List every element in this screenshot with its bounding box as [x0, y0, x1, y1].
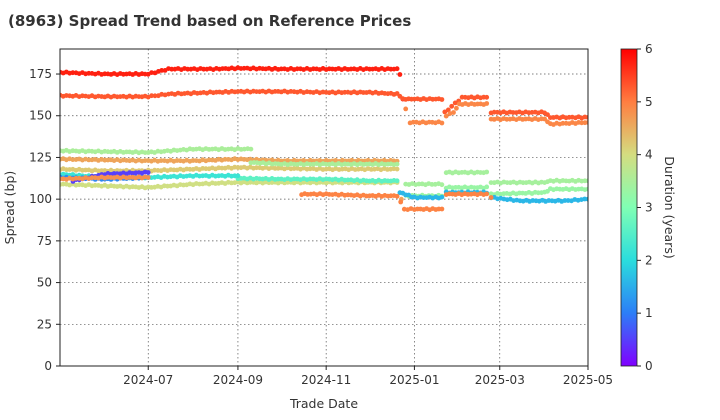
data-point [585, 178, 588, 184]
data-point [439, 120, 445, 126]
x-tick-label: 2024-07 [123, 373, 173, 387]
series-6 [60, 146, 254, 156]
data-point [145, 170, 151, 175]
x-tick-label: 2025-03 [475, 373, 525, 387]
data-point [562, 198, 568, 203]
y-axis-label: Spread (bp) [2, 171, 17, 245]
y-tick-label: 75 [37, 234, 52, 248]
colorbar-tick-label: 0 [645, 359, 653, 373]
data-point [394, 193, 400, 199]
y-tick-label: 25 [37, 317, 52, 331]
data-point [145, 175, 151, 180]
x-tick-label: 2025-01 [389, 373, 439, 387]
y-tick-label: 150 [29, 109, 52, 123]
data-point [301, 179, 307, 185]
data-point [394, 178, 400, 184]
data-point [442, 109, 448, 115]
plot-frame [59, 48, 589, 367]
data-point [152, 93, 158, 99]
data-point [149, 93, 155, 99]
data-point [585, 120, 588, 125]
x-axis-ticks: 2024-07 2024-09 2024-11 2025-01 2025-03 2025-… [123, 366, 613, 387]
data-point [545, 112, 550, 117]
data-points [60, 65, 588, 213]
data-point [585, 196, 588, 202]
x-axis-label: Trade Date [289, 396, 358, 411]
x-tick-label: 2024-09 [213, 373, 263, 387]
series-2 [403, 101, 588, 127]
data-point [394, 166, 400, 172]
y-tick-label: 125 [29, 150, 52, 164]
data-point [585, 115, 588, 120]
data-point [449, 103, 455, 109]
series-16 [299, 191, 494, 213]
series-12 [397, 189, 588, 204]
data-point [452, 100, 458, 106]
data-point [439, 97, 445, 102]
data-point [398, 199, 404, 205]
colorbar-label: Duration (years) [662, 156, 677, 258]
series-7 [248, 160, 400, 168]
chart-title: (8963) Spread Trend based on Reference P… [8, 12, 411, 30]
data-point [484, 184, 490, 190]
data-point [484, 169, 490, 175]
series-0 [60, 65, 406, 102]
series-4 [60, 164, 400, 174]
data-point [443, 113, 449, 119]
data-point [394, 66, 400, 72]
colorbar-tick-label: 3 [645, 201, 653, 215]
data-point [439, 206, 445, 212]
data-point [235, 173, 241, 179]
data-point [488, 195, 494, 200]
data-point [439, 182, 445, 188]
colorbar-tick-label: 1 [645, 306, 653, 320]
data-point [159, 68, 165, 73]
series-10 [235, 175, 400, 184]
data-point [439, 194, 445, 200]
x-tick-label: 2025-05 [563, 373, 613, 387]
x-tick-label: 2024-11 [301, 373, 351, 387]
series-8 [403, 169, 588, 188]
data-point [447, 111, 453, 116]
y-tick-label: 0 [44, 359, 52, 373]
data-point [454, 105, 459, 111]
data-point [585, 186, 588, 192]
data-point [484, 191, 490, 197]
data-point [445, 107, 451, 113]
data-point [484, 94, 490, 100]
y-tick-label: 100 [29, 192, 52, 206]
colorbar-tick-label: 5 [645, 95, 653, 109]
series-15 [60, 174, 151, 182]
colorbar [620, 48, 638, 367]
y-axis-ticks: 0 25 50 75 100 125 150 175 [29, 67, 60, 373]
data-point [484, 101, 490, 106]
data-point [403, 106, 409, 112]
series-1 [60, 88, 588, 121]
data-point [394, 161, 400, 167]
data-point [248, 146, 254, 152]
colorbar-ticks: 0 1 2 3 4 5 6 [637, 42, 653, 373]
y-tick-label: 175 [29, 67, 52, 81]
colorbar-tick-label: 4 [645, 148, 653, 162]
colorbar-tick-label: 2 [645, 253, 653, 267]
colorbar-tick-label: 6 [645, 42, 653, 56]
data-point [397, 72, 403, 77]
data-point [451, 110, 456, 115]
series-5 [60, 179, 400, 191]
y-tick-label: 50 [37, 276, 52, 290]
